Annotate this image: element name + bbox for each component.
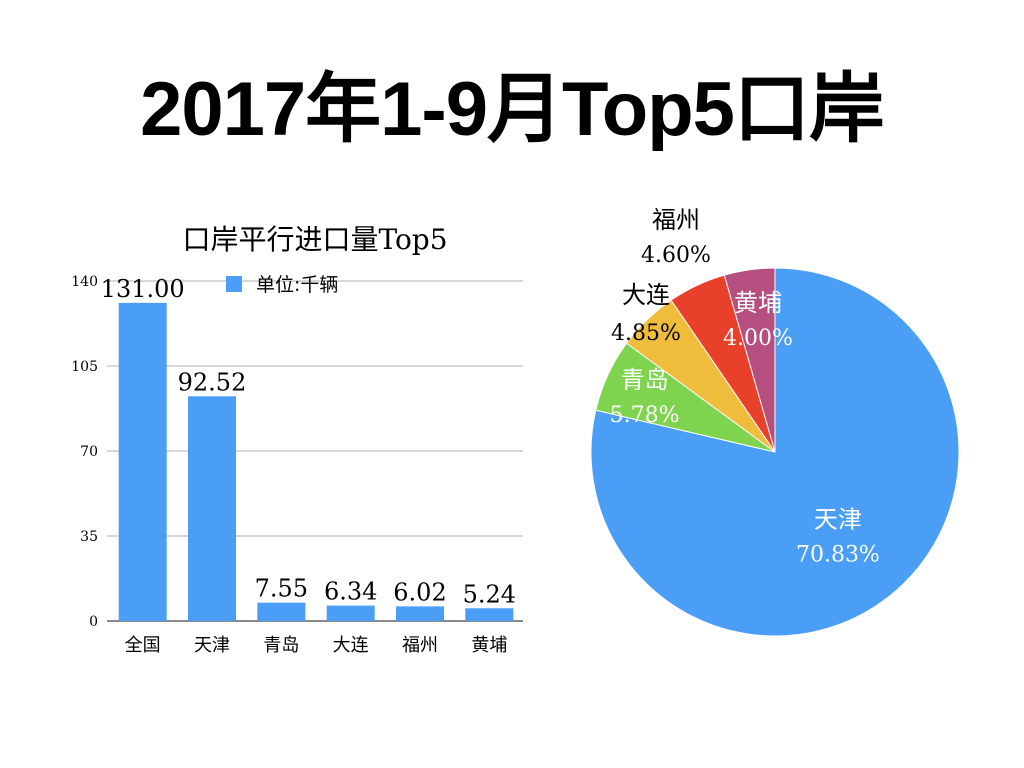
x-category-label: 天津 <box>194 635 230 656</box>
pie-slice-percent-label: 70.83% <box>796 542 880 567</box>
bar <box>118 302 167 621</box>
y-tick-label: 140 <box>71 274 98 290</box>
y-tick-label: 35 <box>80 529 98 545</box>
x-category-label: 大连 <box>333 635 369 656</box>
x-category-label: 黄埔 <box>471 635 507 656</box>
pie-slice <box>723 267 776 453</box>
pie-slice-percent-label: 5.78% <box>610 403 680 428</box>
pie-slice-name-label: 大连 <box>622 281 670 309</box>
pie-slice-name-label: 天津 <box>814 505 862 533</box>
slide-title: 2017年1-9月Top5口岸 <box>140 67 885 152</box>
pie-slice <box>590 267 960 637</box>
x-category-label: 福州 <box>402 635 438 656</box>
pie-slice-percent-label: 4.85% <box>611 321 681 346</box>
bar-value-label: 6.34 <box>324 578 377 606</box>
y-tick-label: 0 <box>89 614 98 630</box>
bar-value-label: 5.24 <box>463 580 516 608</box>
bar-value-label: 7.55 <box>255 575 308 603</box>
y-tick-label: 105 <box>71 359 98 375</box>
pie-slice-name-label: 青岛 <box>621 366 669 394</box>
bar <box>396 606 444 621</box>
pie-slice-name-label: 黄埔 <box>734 289 782 317</box>
bar-chart-title: 口岸平行进口量Top5 <box>182 223 448 256</box>
bar <box>257 602 306 621</box>
bar <box>188 396 236 621</box>
legend-swatch <box>226 276 242 292</box>
pie-slice-name-label: 福州 <box>652 206 700 234</box>
pie-slice-percent-label: 4.00% <box>723 326 793 351</box>
bar-value-label: 92.52 <box>178 368 247 396</box>
legend-label: 单位:千辆 <box>256 274 338 296</box>
bar <box>465 608 514 621</box>
y-tick-label: 70 <box>80 444 98 460</box>
bar-value-label: 6.02 <box>393 578 446 606</box>
pie-slice-percent-label: 4.60% <box>641 243 711 268</box>
x-category-label: 全国 <box>125 635 161 656</box>
bar <box>326 605 375 621</box>
bar-value-label: 131.00 <box>101 275 185 303</box>
x-category-label: 青岛 <box>263 635 299 656</box>
